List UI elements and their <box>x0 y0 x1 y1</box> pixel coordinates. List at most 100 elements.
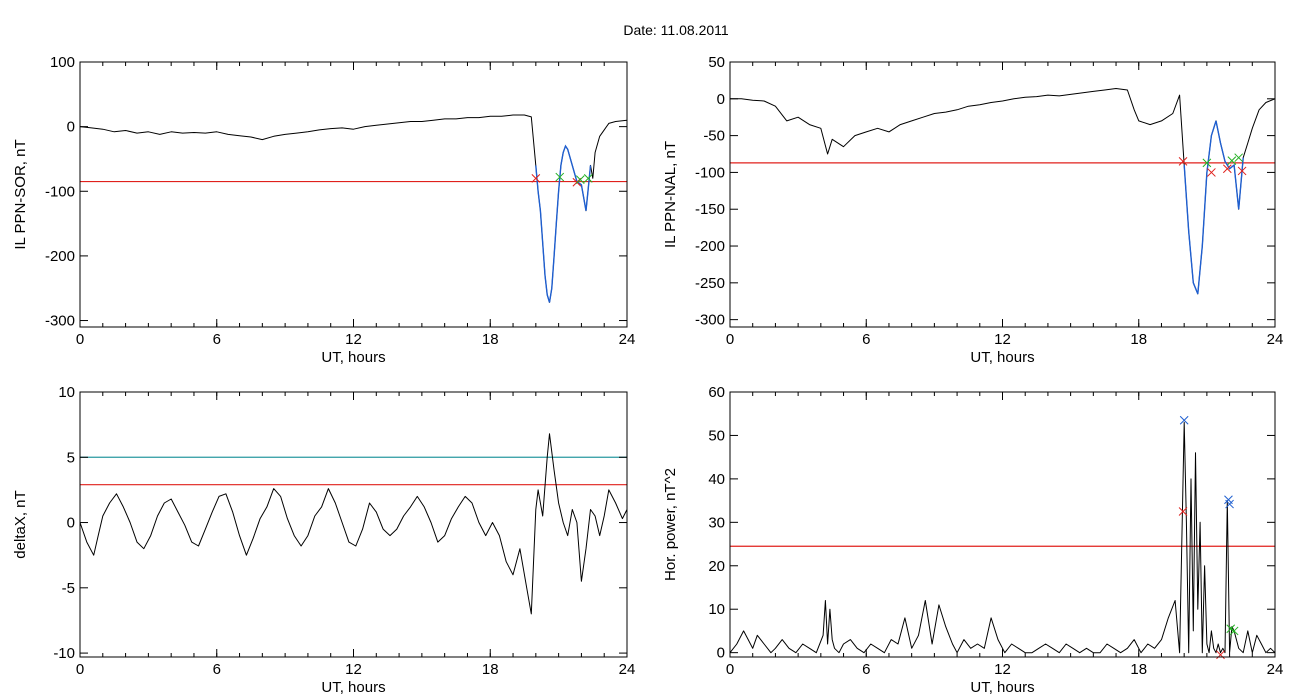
x-axis-label: UT, hours <box>970 679 1034 696</box>
marker-stroke <box>1227 156 1237 165</box>
x-tick-label: 24 <box>1267 661 1284 678</box>
marker <box>1179 415 1189 425</box>
marker-stroke <box>1207 168 1216 177</box>
marker <box>575 175 585 184</box>
y-axis-label: Hor. power, nT^2 <box>662 468 679 581</box>
marker-stroke <box>1178 507 1188 516</box>
series-line <box>730 88 1276 295</box>
x-tick-label: 6 <box>862 331 870 348</box>
y-tick-label: -10 <box>53 645 75 662</box>
marker-stroke <box>555 172 565 182</box>
y-tick-label: 100 <box>50 54 75 71</box>
marker <box>583 173 593 183</box>
x-tick-label: 24 <box>619 331 636 348</box>
marker <box>1222 164 1232 174</box>
y-tick-label: 5 <box>67 449 75 466</box>
x-tick-label: 18 <box>482 661 499 678</box>
y-tick-label: 0 <box>67 515 75 532</box>
x-tick-label: 12 <box>345 661 362 678</box>
figure-title: Date: 11.08.2011 <box>623 22 729 38</box>
plot-frame <box>79 391 628 658</box>
marker <box>555 172 565 182</box>
marker <box>1229 626 1239 636</box>
y-tick-label: 60 <box>708 384 725 401</box>
x-tick-label: 6 <box>862 661 870 678</box>
y-tick-label: 30 <box>708 514 725 531</box>
marker <box>1234 153 1244 163</box>
marker <box>1237 166 1247 176</box>
x-tick-label: 18 <box>1130 661 1147 678</box>
marker <box>1225 499 1234 509</box>
x-tick-label: 0 <box>726 331 734 348</box>
series-highlight <box>535 144 592 303</box>
marker-stroke <box>1234 153 1244 163</box>
y-tick-label: 10 <box>58 384 75 401</box>
y-axis-label: IL PPN-SOR, nT <box>12 139 29 249</box>
marker-stroke <box>1222 164 1232 174</box>
y-tick-label: -100 <box>695 164 725 181</box>
y-tick-label: -50 <box>703 128 725 145</box>
chart-horpower: 0 6 12 18 24 60 50 40 30 20 10 0 UT, hours Hor. power… <box>662 384 1283 696</box>
chart-sor: 0 6 12 18 24 100 0 -100 -200 -300 UT, hours IL PPN-… <box>12 54 635 366</box>
y-tick-label: -100 <box>45 183 75 200</box>
x-axis-label: UT, hours <box>970 349 1034 366</box>
x-tick-label: 0 <box>76 331 84 348</box>
x-tick-label: 18 <box>1130 331 1147 348</box>
marker-stroke <box>1237 166 1247 176</box>
y-tick-label: -200 <box>45 248 75 265</box>
y-tick-label: -300 <box>45 313 75 330</box>
x-tick-label: 6 <box>213 331 221 348</box>
x-tick-label: 12 <box>345 331 362 348</box>
y-tick-label: -5 <box>62 580 75 597</box>
y-tick-label: -150 <box>695 201 725 218</box>
marker-stroke <box>583 173 593 183</box>
y-tick-label: 20 <box>708 558 725 575</box>
chart-nal: 0 6 12 18 24 50 0 -50 -100 -150 -200 -250 -300 UT, ho… <box>662 54 1283 366</box>
plot-frame <box>79 61 628 328</box>
series-highlight <box>1183 120 1244 295</box>
y-tick-label: -250 <box>695 275 725 292</box>
y-tick-label: 10 <box>708 601 725 618</box>
x-tick-label: 0 <box>76 661 84 678</box>
marker <box>1178 157 1188 166</box>
series-line <box>729 421 1276 654</box>
y-tick-label: -200 <box>695 238 725 255</box>
marker-stroke <box>1226 624 1236 634</box>
marker <box>531 173 541 183</box>
x-tick-label: 0 <box>726 661 734 678</box>
y-tick-label: -300 <box>695 312 725 329</box>
x-tick-label: 24 <box>619 661 636 678</box>
chart-deltax: 0 6 12 18 24 10 5 0 -5 -10 UT, hours deltaX, nT <box>12 384 635 696</box>
y-axis-label: deltaX, nT <box>12 490 29 558</box>
marker-stroke <box>1178 157 1188 166</box>
x-tick-label: 24 <box>1267 331 1284 348</box>
x-tick-label: 12 <box>994 331 1011 348</box>
marker <box>1178 507 1188 516</box>
x-tick-label: 12 <box>994 661 1011 678</box>
y-tick-label: 0 <box>67 119 75 136</box>
series-line <box>79 433 628 615</box>
plot-frame <box>729 61 1276 328</box>
y-tick-label: 50 <box>708 54 725 71</box>
marker-stroke <box>1179 415 1189 425</box>
x-axis-label: UT, hours <box>321 679 385 696</box>
marker-stroke <box>575 175 585 184</box>
x-axis-label: UT, hours <box>321 349 385 366</box>
marker-stroke <box>531 173 541 183</box>
y-axis-label: IL PPN-NAL, nT <box>662 141 679 248</box>
marker-stroke <box>1202 158 1212 168</box>
x-tick-label: 18 <box>482 331 499 348</box>
y-tick-label: 0 <box>717 91 725 108</box>
y-tick-label: 40 <box>708 471 725 488</box>
x-tick-label: 6 <box>213 661 221 678</box>
y-tick-label: 0 <box>717 645 725 662</box>
marker <box>1202 158 1212 168</box>
marker-stroke <box>1224 495 1233 505</box>
marker-stroke <box>1225 499 1234 509</box>
marker-stroke <box>1229 626 1239 636</box>
y-tick-label: 50 <box>708 427 725 444</box>
marker <box>1227 156 1237 165</box>
marker <box>1207 168 1216 177</box>
